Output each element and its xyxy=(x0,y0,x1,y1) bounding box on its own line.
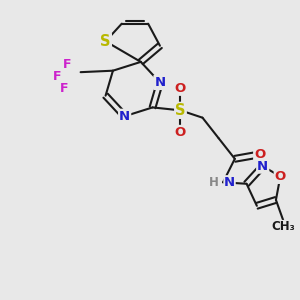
Text: O: O xyxy=(175,82,186,95)
Text: F: F xyxy=(63,58,72,71)
Text: O: O xyxy=(275,170,286,183)
Text: O: O xyxy=(254,148,266,161)
Text: S: S xyxy=(175,103,186,118)
Text: F: F xyxy=(60,82,69,95)
Text: N: N xyxy=(154,76,166,89)
Text: S: S xyxy=(100,34,111,49)
Text: O: O xyxy=(175,126,186,139)
Text: N: N xyxy=(224,176,235,189)
Text: CH₃: CH₃ xyxy=(272,220,295,233)
Text: N: N xyxy=(257,160,268,173)
Text: F: F xyxy=(53,70,62,83)
Text: H: H xyxy=(209,176,219,189)
Text: N: N xyxy=(119,110,130,123)
